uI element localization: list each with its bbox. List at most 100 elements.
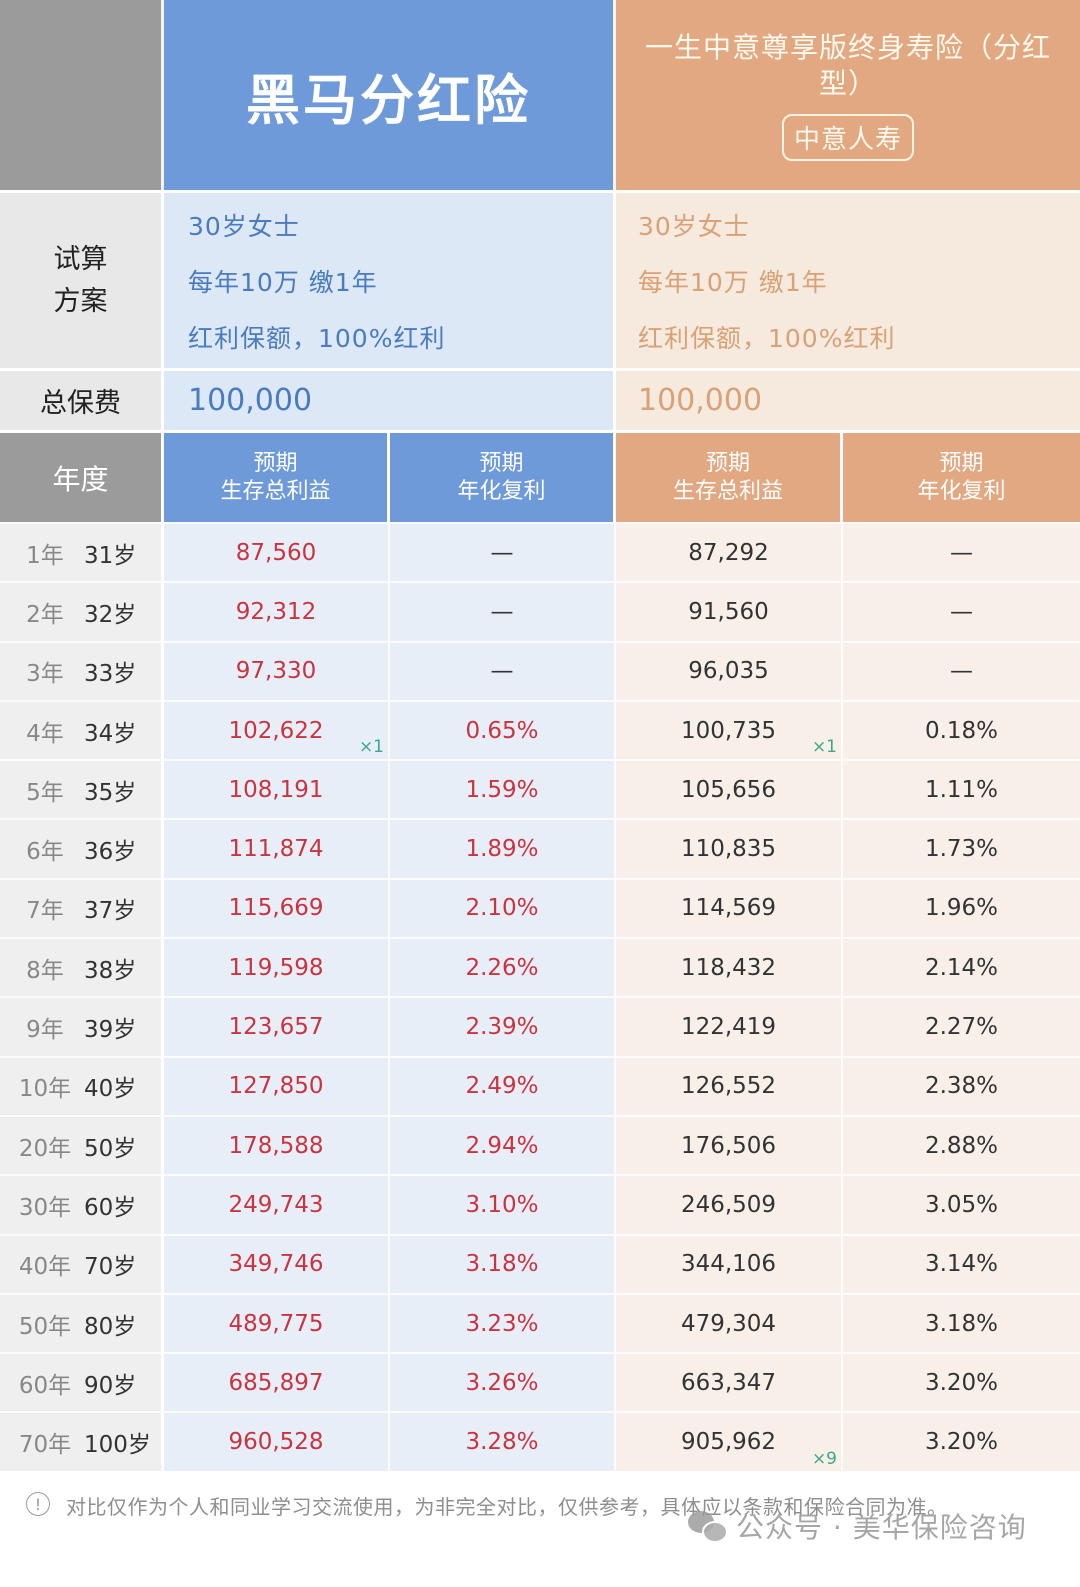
- col-b-survival: 预期 生存总利益: [616, 430, 843, 522]
- a-irr-value: 3.28%: [390, 1411, 616, 1471]
- b-survival-value: 87,292: [616, 522, 843, 582]
- product-b-title: 一生中意尊享版终身寿险（分红型）: [644, 31, 1051, 100]
- age-label: 39岁: [84, 1017, 137, 1044]
- year-label: 1年: [26, 542, 64, 569]
- value: 2.39%: [465, 1014, 539, 1041]
- year-label: 8年: [26, 957, 64, 984]
- value: 2.26%: [465, 954, 539, 981]
- value: 0.18%: [924, 717, 999, 744]
- value: 126,552: [680, 1073, 777, 1100]
- a-survival-value: 87,560: [164, 522, 390, 582]
- a-survival-value: 123,657: [164, 996, 390, 1056]
- a-irr-value: 2.26%: [390, 937, 616, 997]
- b-irr-value: 3.18%: [843, 1292, 1080, 1353]
- b-irr-value: —: [843, 640, 1080, 700]
- value: 3.23%: [465, 1310, 539, 1337]
- plan-a-line: 30岁女士: [188, 211, 300, 241]
- value: 119,598: [228, 954, 324, 981]
- a-irr-value: —: [390, 581, 616, 641]
- value: 110,835: [680, 836, 777, 863]
- a-survival-value: 97,330: [164, 640, 390, 700]
- value: 115,669: [228, 895, 324, 922]
- plan-b-line: 每年10万 缴1年: [638, 267, 828, 297]
- a-survival-value: 349,746: [164, 1233, 390, 1293]
- age-label: 34岁: [84, 720, 137, 747]
- b-survival-value: 105,656: [616, 759, 843, 819]
- value: 344,106: [680, 1251, 777, 1278]
- value: 3.26%: [465, 1369, 539, 1396]
- value: 489,775: [228, 1310, 324, 1337]
- table-row-year: 4年 34岁: [0, 699, 164, 760]
- b-survival-value: 344,106: [616, 1233, 843, 1293]
- table-row-year: 40年 70岁: [0, 1233, 164, 1293]
- a-survival-value: 178,588: [164, 1114, 390, 1175]
- age-label: 40岁: [84, 1076, 137, 1103]
- corner-cell: [0, 0, 164, 190]
- age-label: 70岁: [84, 1254, 137, 1281]
- value: 2.27%: [924, 1014, 999, 1041]
- value: —: [950, 539, 973, 566]
- b-irr-value: 2.88%: [843, 1114, 1080, 1175]
- value: 87,292: [688, 539, 769, 566]
- a-irr-value: 3.18%: [390, 1233, 616, 1293]
- value: 2.49%: [465, 1073, 539, 1100]
- age-label: 36岁: [84, 839, 137, 866]
- table-row-year: 10年 40岁: [0, 1055, 164, 1115]
- year-label: 7年: [26, 898, 64, 925]
- plan-a-line: 红利保额，100%红利: [188, 323, 446, 353]
- b-irr-value: 0.18%: [843, 699, 1080, 760]
- plan-label-line1: 试算: [53, 243, 108, 275]
- value: 127,850: [228, 1073, 324, 1100]
- value: 97,330: [235, 658, 317, 685]
- col-a-irr: 预期 年化复利: [390, 430, 616, 522]
- value: 176,506: [680, 1132, 777, 1159]
- a-survival-value: 102,622 ×1: [164, 699, 390, 760]
- a-irr-value: 2.10%: [390, 877, 616, 938]
- table-row-year: 8年 38岁: [0, 937, 164, 997]
- age-label: 90岁: [84, 1372, 137, 1399]
- a-irr-value: 2.94%: [390, 1114, 616, 1175]
- table-row-year: 2年 32岁: [0, 581, 164, 641]
- year-label: 3年: [26, 661, 64, 688]
- col-a-survival: 预期 生存总利益: [164, 430, 390, 522]
- year-label: 4年: [26, 720, 64, 747]
- b-survival-value: 122,419: [616, 996, 843, 1056]
- table-row-year: 9年 39岁: [0, 996, 164, 1056]
- table-row-year: 20年 50岁: [0, 1114, 164, 1175]
- age-label: 60岁: [84, 1194, 137, 1221]
- b-survival-value: 905,962 ×9: [616, 1411, 843, 1471]
- col-b-irr: 预期 年化复利: [843, 430, 1080, 522]
- plan-b: 30岁女士 每年10万 缴1年 红利保额，100%红利: [616, 190, 1080, 368]
- col-label: 预期: [479, 450, 524, 476]
- value: 100,735: [680, 717, 777, 744]
- value: 3.28%: [465, 1429, 539, 1456]
- b-survival-value: 118,432: [616, 937, 843, 997]
- value: 3.14%: [924, 1251, 999, 1278]
- multiplier-badge: ×1: [358, 737, 384, 758]
- watermark: 公众号 · 美华保险咨询: [688, 1506, 1027, 1546]
- value: 685,897: [228, 1369, 324, 1396]
- value: 91,560: [688, 598, 769, 625]
- a-irr-value: 0.65%: [390, 699, 616, 760]
- b-survival-value: 110,835: [616, 818, 843, 878]
- a-irr-value: —: [390, 640, 616, 700]
- table-row-year: 1年 31岁: [0, 522, 164, 582]
- col-year: 年度: [0, 430, 164, 522]
- value: 3.18%: [465, 1251, 539, 1278]
- a-survival-value: 960,528: [164, 1411, 390, 1471]
- age-label: 38岁: [84, 957, 137, 984]
- a-survival-value: 127,850: [164, 1055, 390, 1115]
- table-row-year: 60年 90岁: [0, 1352, 164, 1412]
- value: 114,569: [680, 895, 777, 922]
- b-survival-value: 246,509: [616, 1174, 843, 1234]
- a-irr-value: 1.59%: [390, 759, 616, 819]
- year-label: 20年: [18, 1135, 72, 1162]
- value: —: [490, 539, 514, 566]
- value: 3.10%: [465, 1191, 539, 1218]
- age-label: 100岁: [84, 1432, 151, 1459]
- value: 2.14%: [924, 954, 999, 981]
- value: 3.20%: [924, 1429, 999, 1456]
- footer: ! 对比仅作为个人和同业学习交流使用，为非完全对比，仅供参考，具体应以条款和保险…: [0, 1472, 1080, 1587]
- a-irr-value: 2.49%: [390, 1055, 616, 1115]
- b-irr-value: 3.05%: [843, 1174, 1080, 1234]
